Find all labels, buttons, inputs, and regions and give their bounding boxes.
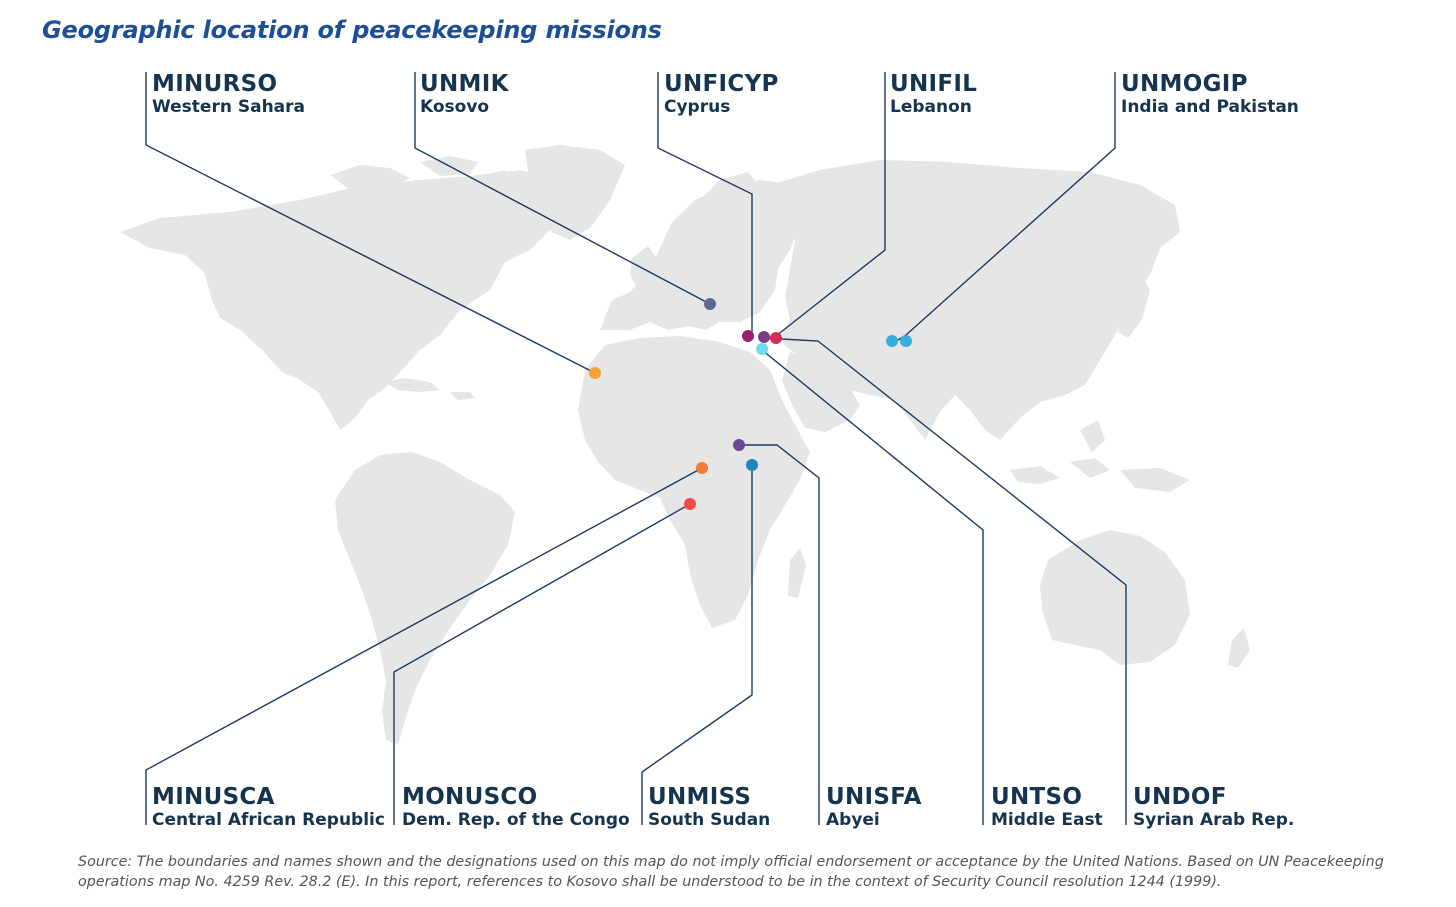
mission-label-unficyp: UNFICYP Cyprus xyxy=(664,72,779,118)
madagascar xyxy=(788,548,806,598)
land-masses xyxy=(120,145,1250,745)
marker-unmogip-1 xyxy=(886,335,898,347)
asia-landmass xyxy=(770,160,1180,440)
mission-code: UNMOGIP xyxy=(1121,71,1248,97)
mission-place: Lebanon xyxy=(890,97,972,117)
mission-place: Syrian Arab Rep. xyxy=(1133,810,1295,830)
southeast-asia-islands xyxy=(1010,420,1190,492)
mission-place: Middle East xyxy=(991,810,1103,830)
marker-monusco xyxy=(684,498,696,510)
leader-line-unifil xyxy=(775,72,886,337)
mission-code: UNIFIL xyxy=(890,71,978,97)
mission-code: UNMIK xyxy=(420,71,509,97)
leader-line-undof xyxy=(763,337,1127,825)
north-america-landmass xyxy=(120,170,560,430)
mission-code: MINURSO xyxy=(152,71,278,97)
marker-unmogip-2 xyxy=(900,335,912,347)
marker-untso xyxy=(756,343,768,355)
marker-minusca xyxy=(696,462,708,474)
arabian-peninsula xyxy=(782,352,860,432)
mission-label-unisfa: UNISFA Abyei xyxy=(826,785,922,831)
mission-place: Dem. Rep. of the Congo xyxy=(402,810,630,830)
mission-code: UNDOF xyxy=(1133,784,1227,810)
new-zealand xyxy=(1228,628,1250,668)
mission-place: South Sudan xyxy=(648,810,771,830)
leader-line-unisfa xyxy=(739,444,820,825)
marker-unmik xyxy=(704,298,716,310)
mission-code: MINUSCA xyxy=(152,784,275,810)
mission-place: Abyei xyxy=(826,810,880,830)
leader-line-unmik xyxy=(414,72,711,305)
marker-unisfa xyxy=(733,439,745,451)
mission-label-minusca: MINUSCA Central African Republic xyxy=(152,785,385,831)
mission-label-monusco: MONUSCO Dem. Rep. of the Congo xyxy=(402,785,630,831)
mission-label-untso: UNTSO Middle East xyxy=(991,785,1103,831)
mission-place: India and Pakistan xyxy=(1121,97,1299,117)
marker-unmiss xyxy=(746,459,758,471)
source-note: Source: The boundaries and names shown a… xyxy=(78,854,1384,890)
mission-label-undof: UNDOF Syrian Arab Rep. xyxy=(1133,785,1294,831)
mission-label-unmik: UNMIK Kosovo xyxy=(420,72,509,118)
japan-islands xyxy=(1118,276,1150,338)
australia-landmass xyxy=(1040,530,1190,665)
leader-line-unmiss xyxy=(641,465,753,825)
marker-unficyp xyxy=(742,330,754,342)
leader-lines xyxy=(145,72,1127,825)
marker-minurso xyxy=(589,367,601,379)
mission-label-unifil: UNIFIL Lebanon xyxy=(890,72,977,118)
leader-line-minurso xyxy=(145,72,596,374)
marker-undof xyxy=(758,331,770,343)
mission-code: MONUSCO xyxy=(402,784,538,810)
caribbean-islands xyxy=(385,378,475,400)
greenland-landmass xyxy=(525,145,625,240)
mission-code: UNMISS xyxy=(648,784,752,810)
leader-line-untso xyxy=(761,349,984,825)
europe-landmass xyxy=(600,180,806,330)
south-america-landmass xyxy=(335,452,515,745)
mission-code: UNTSO xyxy=(991,784,1083,810)
mission-place: Kosovo xyxy=(420,97,490,117)
marker-unifil xyxy=(770,332,782,344)
mission-place: Western Sahara xyxy=(152,97,305,117)
mission-place: Central African Republic xyxy=(152,810,385,830)
scandinavia-landmass xyxy=(690,172,760,252)
africa-landmass xyxy=(578,336,810,628)
mission-label-unmiss: UNMISS South Sudan xyxy=(648,785,770,831)
leader-line-monusco xyxy=(393,503,691,825)
mission-place: Cyprus xyxy=(664,97,731,117)
mission-label-minurso: MINURSO Western Sahara xyxy=(152,72,305,118)
mission-code: UNISFA xyxy=(826,784,922,810)
leader-line-unficyp xyxy=(657,72,753,336)
mission-label-unmogip: UNMOGIP India and Pakistan xyxy=(1121,72,1299,118)
british-isles xyxy=(630,246,660,290)
leader-line-minusca xyxy=(145,467,703,825)
mission-markers xyxy=(589,298,912,510)
arctic-islands xyxy=(330,156,515,192)
map-title: Geographic location of peacekeeping miss… xyxy=(42,16,662,44)
mission-code: UNFICYP xyxy=(664,71,779,97)
